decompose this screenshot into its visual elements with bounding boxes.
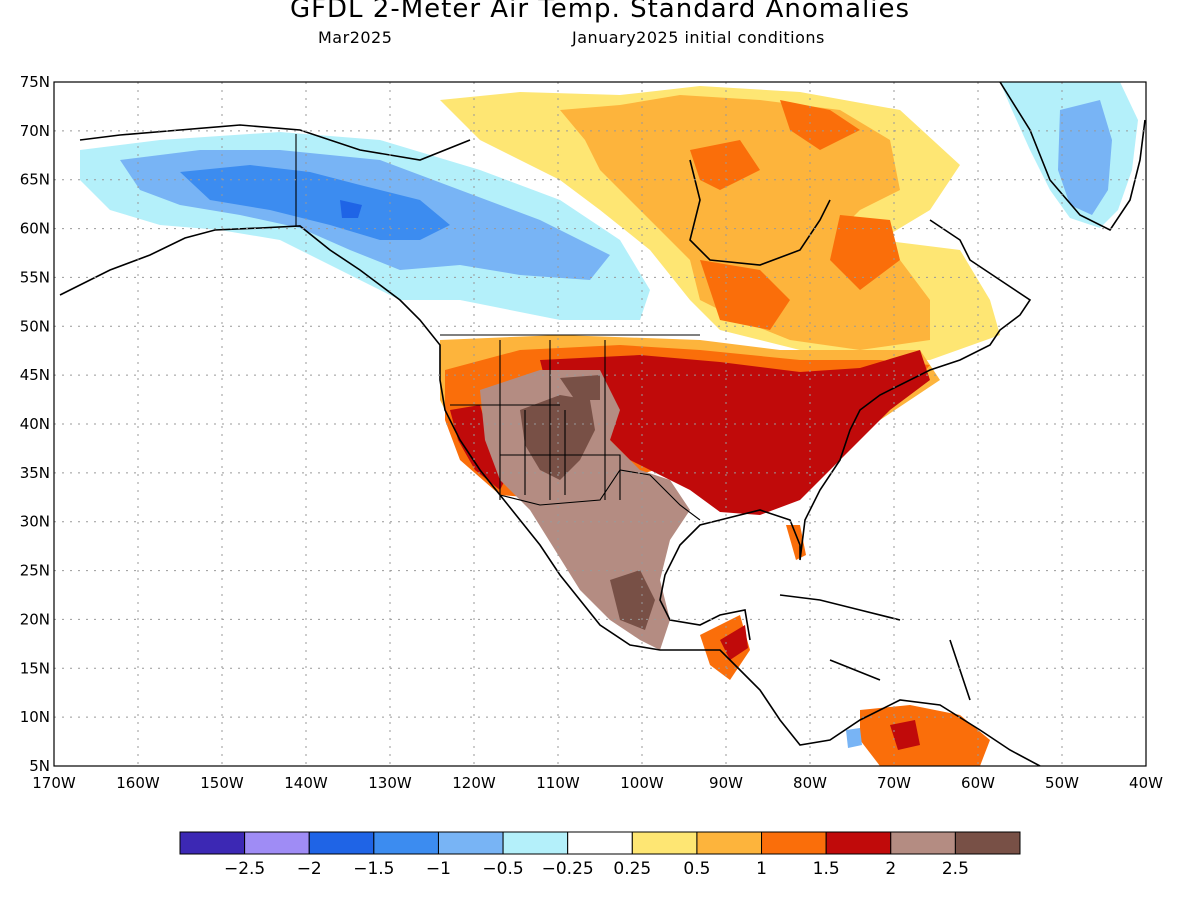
coast-greenland (999, 82, 1146, 232)
lat-tick-label: 40N (20, 415, 50, 433)
anomaly-southwest-hot (520, 375, 655, 630)
colorbar-label: 1 (756, 859, 767, 879)
lon-tick-label: 60W (961, 774, 995, 792)
latitude-labels: 75N 70N 65N 60N 55N 50N 45N 40N 35N 30N 25N 20N 15N 1… (20, 73, 50, 775)
lon-tick-label: 170W (32, 774, 76, 792)
anomaly-venezuela (860, 705, 990, 766)
colorbar-label: −0.25 (542, 859, 594, 879)
colorbar-swatch (179, 831, 246, 855)
lat-tick-label: 45N (20, 366, 50, 384)
lat-tick-label: 10N (20, 708, 50, 726)
anomaly-arctic-warm2 (560, 95, 930, 350)
colorbar-label: −1.5 (353, 859, 394, 879)
lat-tick-label: 70N (20, 122, 50, 140)
coastlines (59, 82, 1146, 766)
border-states (450, 340, 621, 500)
anomaly-colombia-cool (846, 728, 862, 748)
coast-caribbean (779, 594, 971, 701)
coast-hudson (689, 159, 831, 266)
colorbar-swatch (890, 831, 956, 855)
anomaly-central-america2 (720, 625, 748, 660)
initial-conditions: January2025 initial conditions (572, 28, 825, 47)
lat-tick-label: 15N (20, 659, 50, 677)
anomaly-greenland-cool2 (1058, 100, 1112, 215)
colorbar-swatch (244, 831, 310, 855)
colorbar-swatch (825, 831, 892, 855)
graticule (54, 82, 1146, 766)
colorbar-swatch (567, 831, 633, 855)
lat-tick-label: 30N (20, 513, 50, 531)
lat-tick-label: 20N (20, 610, 50, 628)
lon-tick-label: 40W (1129, 774, 1163, 792)
anomaly-west-us-hot (450, 405, 510, 490)
colorbar-label: −2.5 (224, 859, 265, 879)
lat-tick-label: 50N (20, 317, 50, 335)
map-frame (53, 81, 1147, 767)
colorbar-swatch (373, 831, 439, 855)
lon-tick-label: 50W (1045, 774, 1079, 792)
lon-tick-label: 120W (452, 774, 496, 792)
coast-north-america (59, 225, 1041, 766)
colorbar-swatch (308, 831, 375, 855)
lat-tick-label: 65N (20, 171, 50, 189)
colorbar-swatch (696, 831, 763, 855)
colorbar-swatch (761, 831, 827, 855)
lat-tick-label: 55N (20, 268, 50, 286)
lat-tick-label: 25N (20, 562, 50, 580)
coast-gulf (659, 519, 751, 641)
anomaly-alaska-cool4 (340, 200, 362, 218)
colorbar-swatch (631, 831, 698, 855)
colorbar-label: 2 (885, 859, 896, 879)
lon-tick-label: 100W (620, 774, 664, 792)
colorbar-label: −1 (426, 859, 451, 879)
anomaly-east-us-hot (540, 350, 930, 515)
colorbar-label: 0.5 (683, 859, 710, 879)
anomaly-alaska-cool3 (180, 165, 450, 240)
colorbar-swatch (502, 831, 569, 855)
colorbar-label: −2 (297, 859, 322, 879)
coast-alaska-north (79, 124, 471, 161)
lat-tick-label: 60N (20, 220, 50, 238)
colorbar-label: 0.25 (613, 859, 651, 879)
lon-tick-label: 90W (709, 774, 743, 792)
lat-tick-label: 5N (29, 757, 50, 775)
colorbar: −2.5 −2 −1.5 −1 −0.5 −0.25 0.25 0.5 1 1.5 2 2.5 (179, 831, 1021, 879)
map-title: GFDL 2-Meter Air Temp. Standard Anomalie… (289, 0, 911, 24)
lon-tick-label: 70W (877, 774, 911, 792)
lon-tick-label: 150W (200, 774, 244, 792)
forecast-month: Mar2025 (318, 28, 393, 47)
colorbar-label: −0.5 (482, 859, 523, 879)
lon-tick-label: 80W (793, 774, 827, 792)
coast-east (719, 219, 1032, 561)
colorbar-label: 2.5 (942, 859, 969, 879)
anomaly-arctic-warm3 (690, 100, 900, 330)
longitude-labels: 170W 160W 150W 140W 130W 120W 110W 100W 90W 80W 70… (32, 774, 1163, 792)
lon-tick-label: 160W (116, 774, 160, 792)
lon-tick-label: 110W (536, 774, 580, 792)
lon-tick-label: 130W (368, 774, 412, 792)
lat-tick-label: 35N (20, 464, 50, 482)
colorbar-swatch (437, 831, 504, 855)
colorbar-swatch (954, 831, 1021, 855)
colorbar-label: 1.5 (813, 859, 840, 879)
anomaly-venezuela2 (890, 720, 920, 750)
lon-tick-label: 140W (284, 774, 328, 792)
borders (295, 134, 701, 521)
lat-tick-label: 75N (20, 73, 50, 91)
